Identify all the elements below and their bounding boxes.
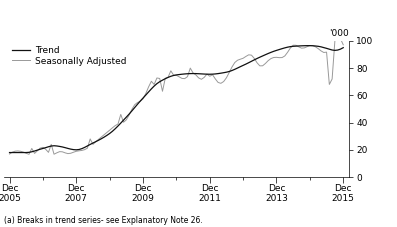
Text: '000: '000 [330, 29, 349, 38]
Text: (a) Breaks in trend series- see Explanatory Note 26.: (a) Breaks in trend series- see Explanat… [4, 216, 203, 225]
Legend: Trend, Seasonally Adjusted: Trend, Seasonally Adjusted [8, 43, 130, 69]
